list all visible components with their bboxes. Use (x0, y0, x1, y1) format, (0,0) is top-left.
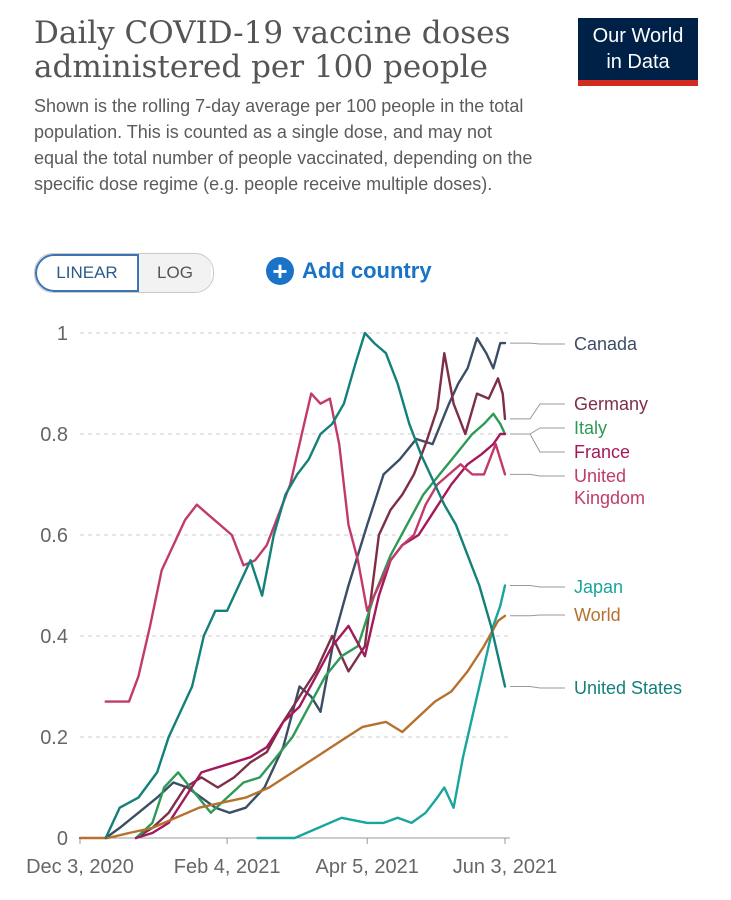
plus-circle-icon: + (266, 257, 294, 285)
y-tick-label: 0.6 (40, 525, 68, 547)
logo-line-2: in Data (606, 51, 670, 73)
add-country-button[interactable]: + Add country (266, 255, 432, 287)
logo-line-1: Our World (592, 25, 684, 47)
owid-logo[interactable]: Our World in Data (578, 18, 698, 86)
series-line-world (78, 614, 507, 840)
legend-label-japan: Japan (574, 577, 623, 597)
legend-leader-canada (510, 342, 565, 345)
legend-leader-france (510, 433, 565, 453)
legend-leader-united-kingdom (510, 473, 565, 477)
legend-label-line: United (574, 466, 626, 486)
x-tick-label: Jun 3, 2021 (453, 856, 558, 878)
legend-label-united-states: United States (574, 678, 682, 698)
legend-label-world: World (574, 605, 621, 625)
chart-subtitle: Shown is the rolling 7-day average per 1… (34, 96, 533, 194)
chart-title: Daily COVID-19 vaccine doses administere… (34, 15, 511, 85)
x-tick-label: Apr 5, 2021 (316, 856, 419, 878)
series-line-united-kingdom (104, 392, 507, 703)
x-tick-label: Feb 4, 2021 (174, 856, 281, 878)
legend-label-canada: Canada (574, 334, 638, 354)
y-tick-label: 0.2 (40, 727, 68, 749)
legend-leader-germany (510, 403, 565, 420)
legend-leader-united-states (510, 686, 565, 689)
y-tick-label: 0.8 (40, 424, 68, 446)
legend-leader-japan (510, 585, 565, 588)
y-tick-label: 1 (57, 323, 68, 345)
series-line-germany (134, 352, 507, 840)
logo-accent-bar (578, 80, 698, 86)
linear-scale-button[interactable]: LINEAR (35, 254, 139, 292)
legend-leader-world (510, 614, 565, 617)
y-tick-label: 0 (57, 828, 68, 850)
line-chart: 0 0.2 0.4 0.6 0.8 1 Dec 3, 2020 Feb 4, 2021 Apr … (26, 323, 682, 878)
legend-label-united-kingdom: United Kingdom (574, 466, 645, 508)
series-line-italy (134, 412, 507, 840)
log-scale-button[interactable]: LOG (139, 254, 211, 292)
legend-leader-italy (510, 427, 565, 435)
legend-label-line: Kingdom (574, 488, 645, 508)
series-line-japan (256, 584, 507, 840)
legend-label-italy: Italy (574, 418, 607, 438)
y-tick-label: 0.4 (40, 626, 68, 648)
scale-toggle: LINEAR LOG (34, 253, 214, 293)
x-tick-label: Dec 3, 2020 (26, 856, 134, 878)
legend-label-germany: Germany (574, 394, 648, 414)
legend-label-france: France (574, 442, 630, 462)
series-line-united-states (104, 331, 507, 840)
add-country-label: Add country (302, 258, 432, 283)
